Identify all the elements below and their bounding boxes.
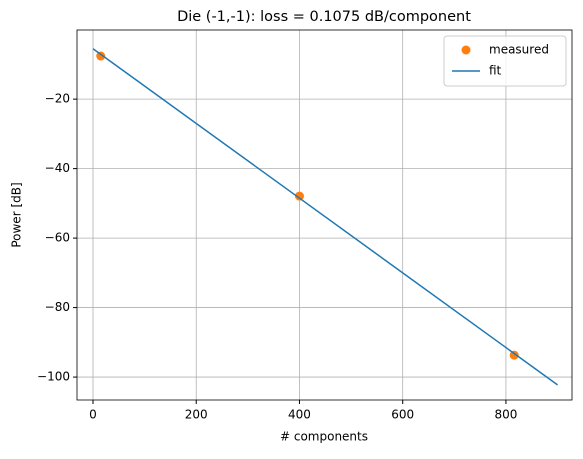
y-tick-label: −20: [45, 92, 70, 106]
y-axis-label: Power [dB]: [10, 182, 24, 247]
x-tick-label: 600: [391, 408, 414, 422]
chart-title: Die (-1,-1): loss = 0.1075 dB/component: [177, 9, 471, 25]
y-tick-label: −100: [37, 370, 70, 384]
legend-label: fit: [489, 64, 502, 78]
legend: measured fit: [443, 35, 567, 87]
legend-label: measured: [489, 43, 549, 57]
legend-box: [443, 35, 567, 87]
fit-line: [92, 48, 558, 386]
legend-swatch: [461, 45, 471, 55]
y-tick-label: −60: [45, 231, 70, 245]
y-tick-label: −80: [45, 300, 70, 314]
data-point: [509, 350, 519, 360]
x-tick-label: 400: [288, 408, 311, 422]
data-point: [96, 51, 106, 61]
plot-frame: [76, 29, 573, 401]
y-tick-label: −40: [45, 161, 70, 175]
x-tick-label: 0: [89, 408, 97, 422]
x-tick-label: 200: [185, 408, 208, 422]
x-tick-label: 800: [494, 408, 517, 422]
data-point: [294, 191, 304, 201]
x-axis-label: # components: [280, 430, 368, 444]
